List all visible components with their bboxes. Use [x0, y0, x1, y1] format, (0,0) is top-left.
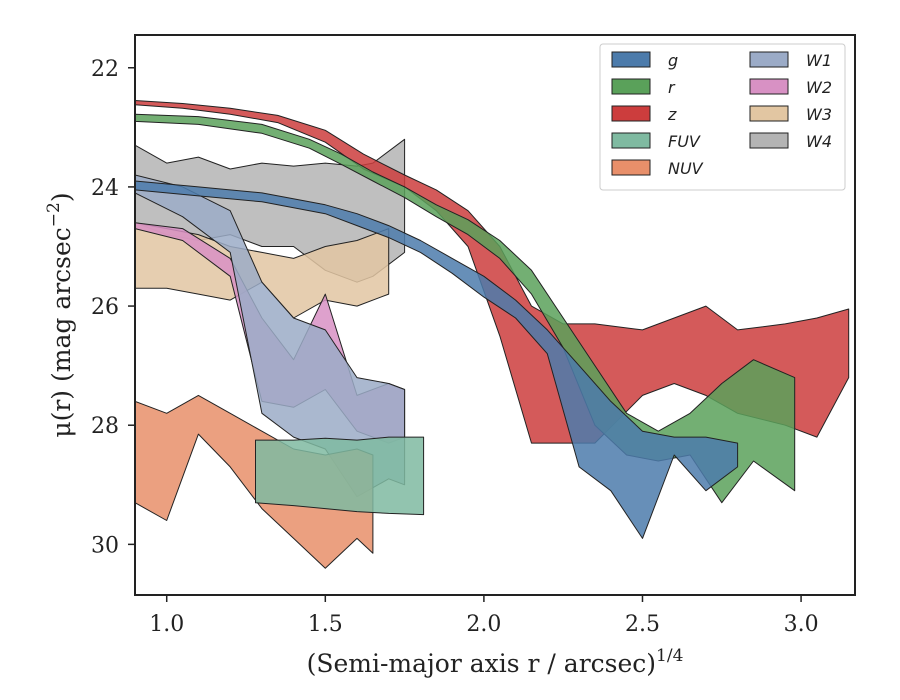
- legend-swatch-nuv: [611, 159, 651, 176]
- legend-label-z: z: [667, 105, 677, 124]
- y-tick-label: 26: [91, 295, 119, 320]
- legend-swatch-r: [611, 78, 651, 95]
- y-axis-title: μ(r) (mag arcsec−2): [44, 192, 76, 437]
- y-tick-label: 30: [91, 533, 119, 558]
- legend-swatch-w1: [749, 51, 789, 68]
- y-tick-label: 22: [91, 57, 119, 82]
- y-tick-label: 24: [91, 176, 119, 201]
- band-fuv: [255, 436, 425, 516]
- legend-swatch-w4: [749, 132, 789, 149]
- legend-label-g: g: [668, 51, 678, 70]
- legend-swatch-w3: [749, 105, 789, 122]
- profile-bands: [135, 100, 850, 569]
- legend-swatch-g: [611, 51, 651, 68]
- legend-label-fuv: FUV: [668, 132, 701, 151]
- band-nuv: [135, 394, 374, 569]
- band-g: [135, 180, 739, 539]
- x-axis-title: (Semi-major axis r / arcsec)1/4: [307, 646, 684, 678]
- x-axis-title-exponent: 1/4: [656, 646, 683, 666]
- legend-label-w3: W3: [806, 105, 832, 124]
- y-axis-title-prefix: μ(r) (mag arcsec: [47, 227, 76, 437]
- x-tick-label: 1.0: [149, 612, 184, 637]
- x-tick-label: 2.5: [625, 612, 660, 637]
- legend-swatch-w2: [749, 78, 789, 95]
- legend-label-r: r: [668, 78, 676, 97]
- x-tick-label: 1.5: [308, 612, 343, 637]
- legend-label-w1: W1: [806, 51, 832, 70]
- y-axis-title-exponent: −2: [44, 202, 64, 227]
- x-tick-label: 3.0: [784, 612, 819, 637]
- legend-swatch-z: [611, 105, 651, 122]
- y-tick-label: 28: [91, 414, 119, 439]
- x-axis: 1.0 1.5 2.0 2.5 3.0: [149, 595, 819, 637]
- legend: grz FUV NUV W1 W2 W3 W4: [599, 43, 846, 191]
- legend-label-w4: W4: [806, 132, 832, 151]
- y-axis: 22 24 26 28 30: [91, 57, 135, 558]
- x-tick-label: 2.0: [466, 612, 501, 637]
- x-axis-title-text: (Semi-major axis r / arcsec): [307, 649, 656, 678]
- legend-label-w2: W2: [806, 78, 832, 97]
- y-axis-title-suffix: ): [47, 192, 76, 202]
- legend-label-nuv: NUV: [668, 159, 704, 178]
- plot-frame: [134, 34, 856, 596]
- legend-swatch-fuv: [611, 132, 651, 149]
